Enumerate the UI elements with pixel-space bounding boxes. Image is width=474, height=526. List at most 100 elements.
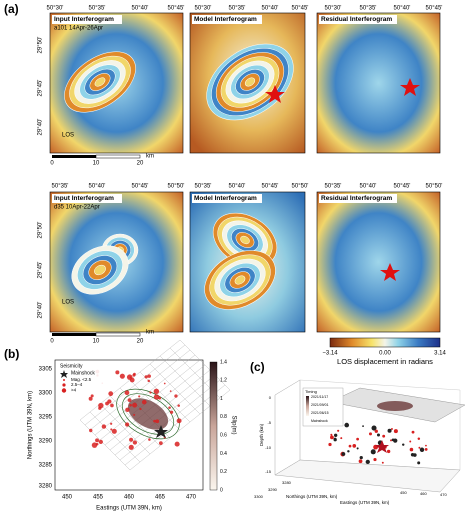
y-label: Northings (UTM 39N, km) <box>28 391 34 459</box>
scale-tick: 20 <box>137 161 144 167</box>
panel-title: Input Interferogram <box>54 16 114 23</box>
panel-title: Model Interferogram <box>194 195 257 202</box>
event <box>132 402 138 408</box>
event <box>125 422 130 427</box>
legend-item: >4 <box>71 388 77 393</box>
scale-tick: 0 <box>50 339 54 345</box>
event <box>424 447 428 451</box>
y-tick: 3300 <box>39 391 53 397</box>
event <box>127 398 132 403</box>
event <box>158 441 163 446</box>
event <box>169 390 172 393</box>
event <box>111 428 117 434</box>
colorbar-tick: 1.4 <box>220 359 227 365</box>
fringe <box>244 77 256 87</box>
legend-dot <box>61 388 67 393</box>
legend-dot <box>62 383 66 387</box>
event <box>144 375 148 379</box>
star <box>400 78 420 96</box>
lon-tick: 50°45' <box>132 184 149 190</box>
event <box>409 440 412 443</box>
y-tick: 3280 <box>39 484 53 490</box>
event <box>425 444 427 447</box>
event <box>330 435 334 440</box>
lon-tick: 50°45' <box>426 6 443 12</box>
event <box>139 407 142 411</box>
los-label: LOS <box>62 133 74 139</box>
y-tick: 3295 <box>39 415 53 421</box>
x-tick: 455 <box>93 495 104 501</box>
event <box>370 449 376 455</box>
event <box>374 429 378 433</box>
x-label: Eastings (UTM 39N, km) <box>96 506 162 512</box>
grid-line <box>119 379 221 461</box>
event <box>155 419 160 424</box>
event <box>90 394 94 398</box>
lon-tick: 50°35' <box>52 184 69 190</box>
star <box>375 440 389 453</box>
lon-tick: 50°45' <box>168 6 185 12</box>
event <box>418 446 421 449</box>
event <box>356 437 359 441</box>
event <box>328 442 332 447</box>
event <box>344 422 350 428</box>
event <box>153 394 160 400</box>
scale-bar <box>95 154 141 159</box>
x-tick: 470 <box>440 492 447 497</box>
y-tick: 3290 <box>39 439 53 445</box>
y-tick: 3280 <box>282 480 292 485</box>
event <box>163 382 166 385</box>
legend-item: 2021/06/15 <box>311 411 329 415</box>
colorbar <box>329 337 441 348</box>
legend-box <box>58 362 104 394</box>
title-box <box>52 15 122 24</box>
y-tick: 3305 <box>39 367 53 373</box>
event <box>390 439 392 442</box>
colorbar-tick: 1.2 <box>220 378 227 384</box>
event <box>348 444 352 448</box>
event <box>89 428 93 433</box>
colorbar-tick: 0.00 <box>379 351 391 357</box>
legend-item: Mag. <2.5 <box>71 377 92 382</box>
lat-tick: 29°40' <box>38 119 44 136</box>
grid-line <box>124 384 226 466</box>
grid-line <box>149 363 201 415</box>
event <box>387 428 392 433</box>
lon-tick: 50°40' <box>262 6 279 12</box>
subtitle: a101 14Apr-26Apr <box>54 26 103 32</box>
panel-b: (b) Seismicity Mainshock Mag. <2.5 2.5–4… <box>4 339 236 512</box>
row1: Input Interferogram a101 14Apr-26Apr Mod… <box>38 6 443 167</box>
event <box>376 433 381 437</box>
event <box>168 406 171 409</box>
fringes <box>206 43 294 121</box>
lon-tick: 50°35' <box>360 6 377 12</box>
colorbar-title: LOS displacement in radians <box>337 357 433 366</box>
event <box>341 452 346 456</box>
z-tick: -5 <box>267 420 271 425</box>
x-tick: 465 <box>155 495 166 501</box>
event <box>124 390 130 396</box>
event <box>359 456 363 460</box>
x-label: Eastings (UTM 39N, km) <box>340 500 390 505</box>
event <box>340 437 343 440</box>
colorbar-tick: 0.8 <box>220 414 227 420</box>
event <box>147 374 151 378</box>
seismicity <box>88 369 182 450</box>
lon-tick: 50°30' <box>325 6 342 12</box>
event <box>356 447 359 450</box>
event <box>352 444 357 448</box>
lat-tick: 29°50' <box>38 37 44 54</box>
legend-item: Mainshock <box>71 370 95 376</box>
legend-title: Timing <box>305 389 317 394</box>
scale-bar <box>52 333 96 336</box>
event <box>88 396 93 401</box>
event <box>129 437 134 442</box>
event <box>153 388 160 395</box>
event <box>110 403 114 408</box>
fringe <box>240 235 250 245</box>
event <box>91 442 98 448</box>
fringes <box>71 233 139 295</box>
colorbar-tick: 0.4 <box>220 451 227 457</box>
title-box <box>192 194 262 203</box>
